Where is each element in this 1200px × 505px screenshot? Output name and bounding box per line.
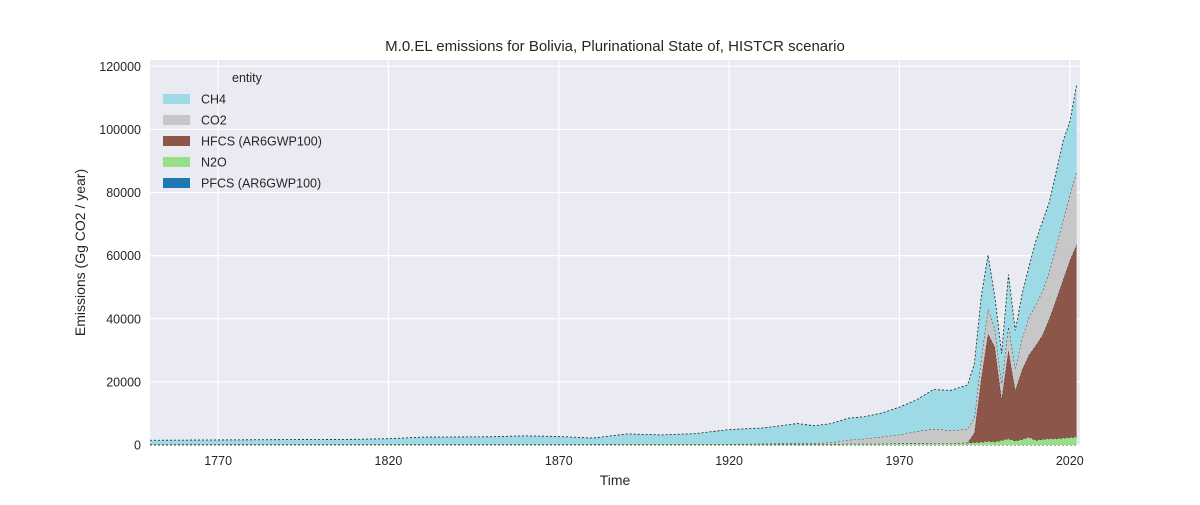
x-tick-label: 1770 [204,454,232,468]
y-tick-label: 60000 [106,249,141,263]
chart-title: M.0.EL emissions for Bolivia, Plurinatio… [385,38,845,55]
x-tick-label: 1920 [715,454,743,468]
legend-title: entity [232,71,263,85]
area-series-layer [149,85,1077,446]
area-outline-ch4 [149,85,1077,441]
x-tick-label: 1970 [886,454,914,468]
x-tick-label: 1870 [545,454,573,468]
tick-labels: 1770 1820 1870 1920 1970 2020 0 20000 40000 60000… [99,60,1083,468]
legend-label-ch4: CH4 [201,93,226,107]
legend-swatch-pfcs-ar6gwp100 [163,178,190,188]
y-tick-label: 120000 [99,60,141,74]
y-tick-label: 20000 [106,375,141,389]
legend-label-pfcs-ar6gwp100: PFCS (AR6GWP100) [201,177,321,191]
x-axis-label: Time [600,472,631,488]
y-tick-label: 40000 [106,312,141,326]
legend-label-co2: CO2 [201,114,227,128]
plot-background [150,60,1080,445]
y-axis-label: Emissions (Gg CO2 / year) [72,169,88,336]
legend-label-hfcs-ar6gwp100: HFCS (AR6GWP100) [201,135,322,149]
x-tick-label: 1820 [375,454,403,468]
area-hfcs-ar6gwp100 [150,244,1077,445]
y-tick-label: 0 [134,439,141,453]
legend-swatch-n2o [163,157,190,167]
x-tick-label: 2020 [1056,454,1084,468]
legend: entity CH4 CO2 HFCS (AR6GWP100) N2O PFCS (AR… [163,71,322,191]
legend-swatch-hfcs-ar6gwp100 [163,136,190,146]
y-tick-label: 80000 [106,186,141,200]
legend-swatch-ch4 [163,94,190,104]
area-n2o [150,437,1077,445]
legend-swatch-co2 [163,115,190,125]
y-tick-label: 100000 [99,123,141,137]
legend-label-n2o: N2O [201,156,227,170]
